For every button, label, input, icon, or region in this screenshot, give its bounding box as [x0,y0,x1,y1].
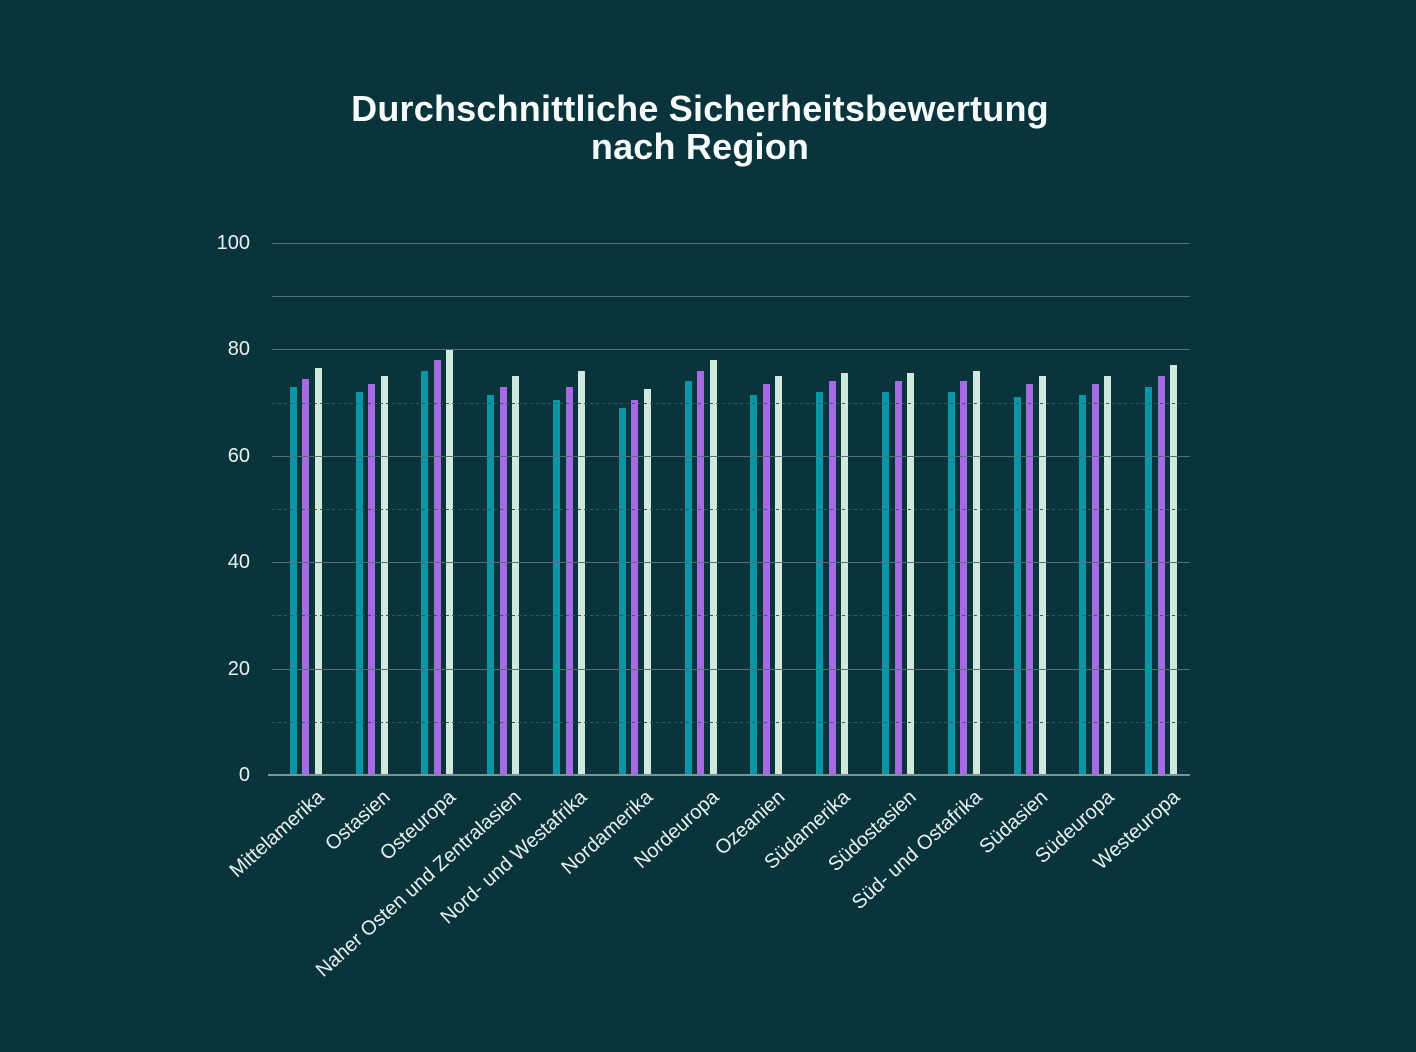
bar-purple-4 [499,386,507,775]
bar-purple-1 [302,378,310,775]
bar-teal-10 [882,391,889,775]
bar-mint-13 [1104,376,1112,775]
bar-teal-3 [421,370,429,775]
gridline-90 [272,296,1190,298]
y-axis-label-40: 40 [227,551,250,574]
y-axis-label-100: 100 [216,232,250,254]
bar-purple-10 [894,381,902,775]
gridline-20 [272,668,1190,670]
bar-mint-12 [1038,376,1046,775]
bar-teal-12 [1013,397,1021,775]
bar-mint-14 [1170,365,1178,775]
bar-teal-9 [816,391,824,775]
x-axis-line [268,774,1190,776]
gridline-40 [272,562,1190,564]
bar-mint-11 [972,370,980,775]
bar-teal-5 [553,399,560,775]
bar-purple-3 [433,360,441,775]
bar-purple-2 [368,383,376,775]
bar-teal-1 [289,386,297,775]
x-axis-label: Mittelamerika [225,786,329,882]
gridline-10 [272,721,1190,723]
bar-purple-12 [1026,383,1034,775]
gridline-50 [272,509,1190,510]
bar-purple-5 [565,386,573,775]
bar-mint-6 [643,389,651,775]
y-axis-label-60: 60 [227,444,250,467]
bar-purple-14 [1157,376,1165,775]
bar-teal-11 [947,391,955,775]
gridline-70 [272,402,1190,404]
bar-mint-1 [314,368,322,775]
bar-purple-7 [697,370,705,775]
gridline-80 [272,349,1190,351]
chart-title-line1: Durchschnittliche Sicherheitsbewertung [351,88,1049,129]
bar-mint-4 [512,376,520,775]
gridline-60 [272,455,1190,457]
bar-purple-13 [1091,383,1099,775]
bar-mint-8 [775,376,783,775]
gridline-100 [272,243,1190,244]
y-axis-label-0: 0 [238,764,250,786]
y-axis-label-20: 20 [227,657,250,680]
bar-teal-13 [1079,394,1087,775]
bar-teal-4 [487,394,495,775]
bar-teal-14 [1145,386,1153,775]
chart-title: Durchschnittliche Sicherheitsbewertung n… [0,90,1400,166]
bar-mint-2 [380,376,388,775]
bar-mint-9 [841,373,849,775]
bar-purple-9 [828,381,836,775]
bar-mint-10 [907,373,914,775]
y-axis-label-80: 80 [227,338,250,361]
chart-title-line2: nach Region [590,126,810,167]
bar-teal-8 [750,394,758,775]
bar-teal-2 [355,391,363,775]
bar-purple-6 [631,399,639,775]
bar-mint-5 [578,370,585,775]
bar-teal-7 [684,381,692,775]
bar-mint-7 [709,360,717,775]
gridline-30 [272,615,1190,617]
bar-purple-8 [762,383,770,775]
bar-purple-11 [960,381,968,775]
bar-teal-6 [618,407,626,775]
